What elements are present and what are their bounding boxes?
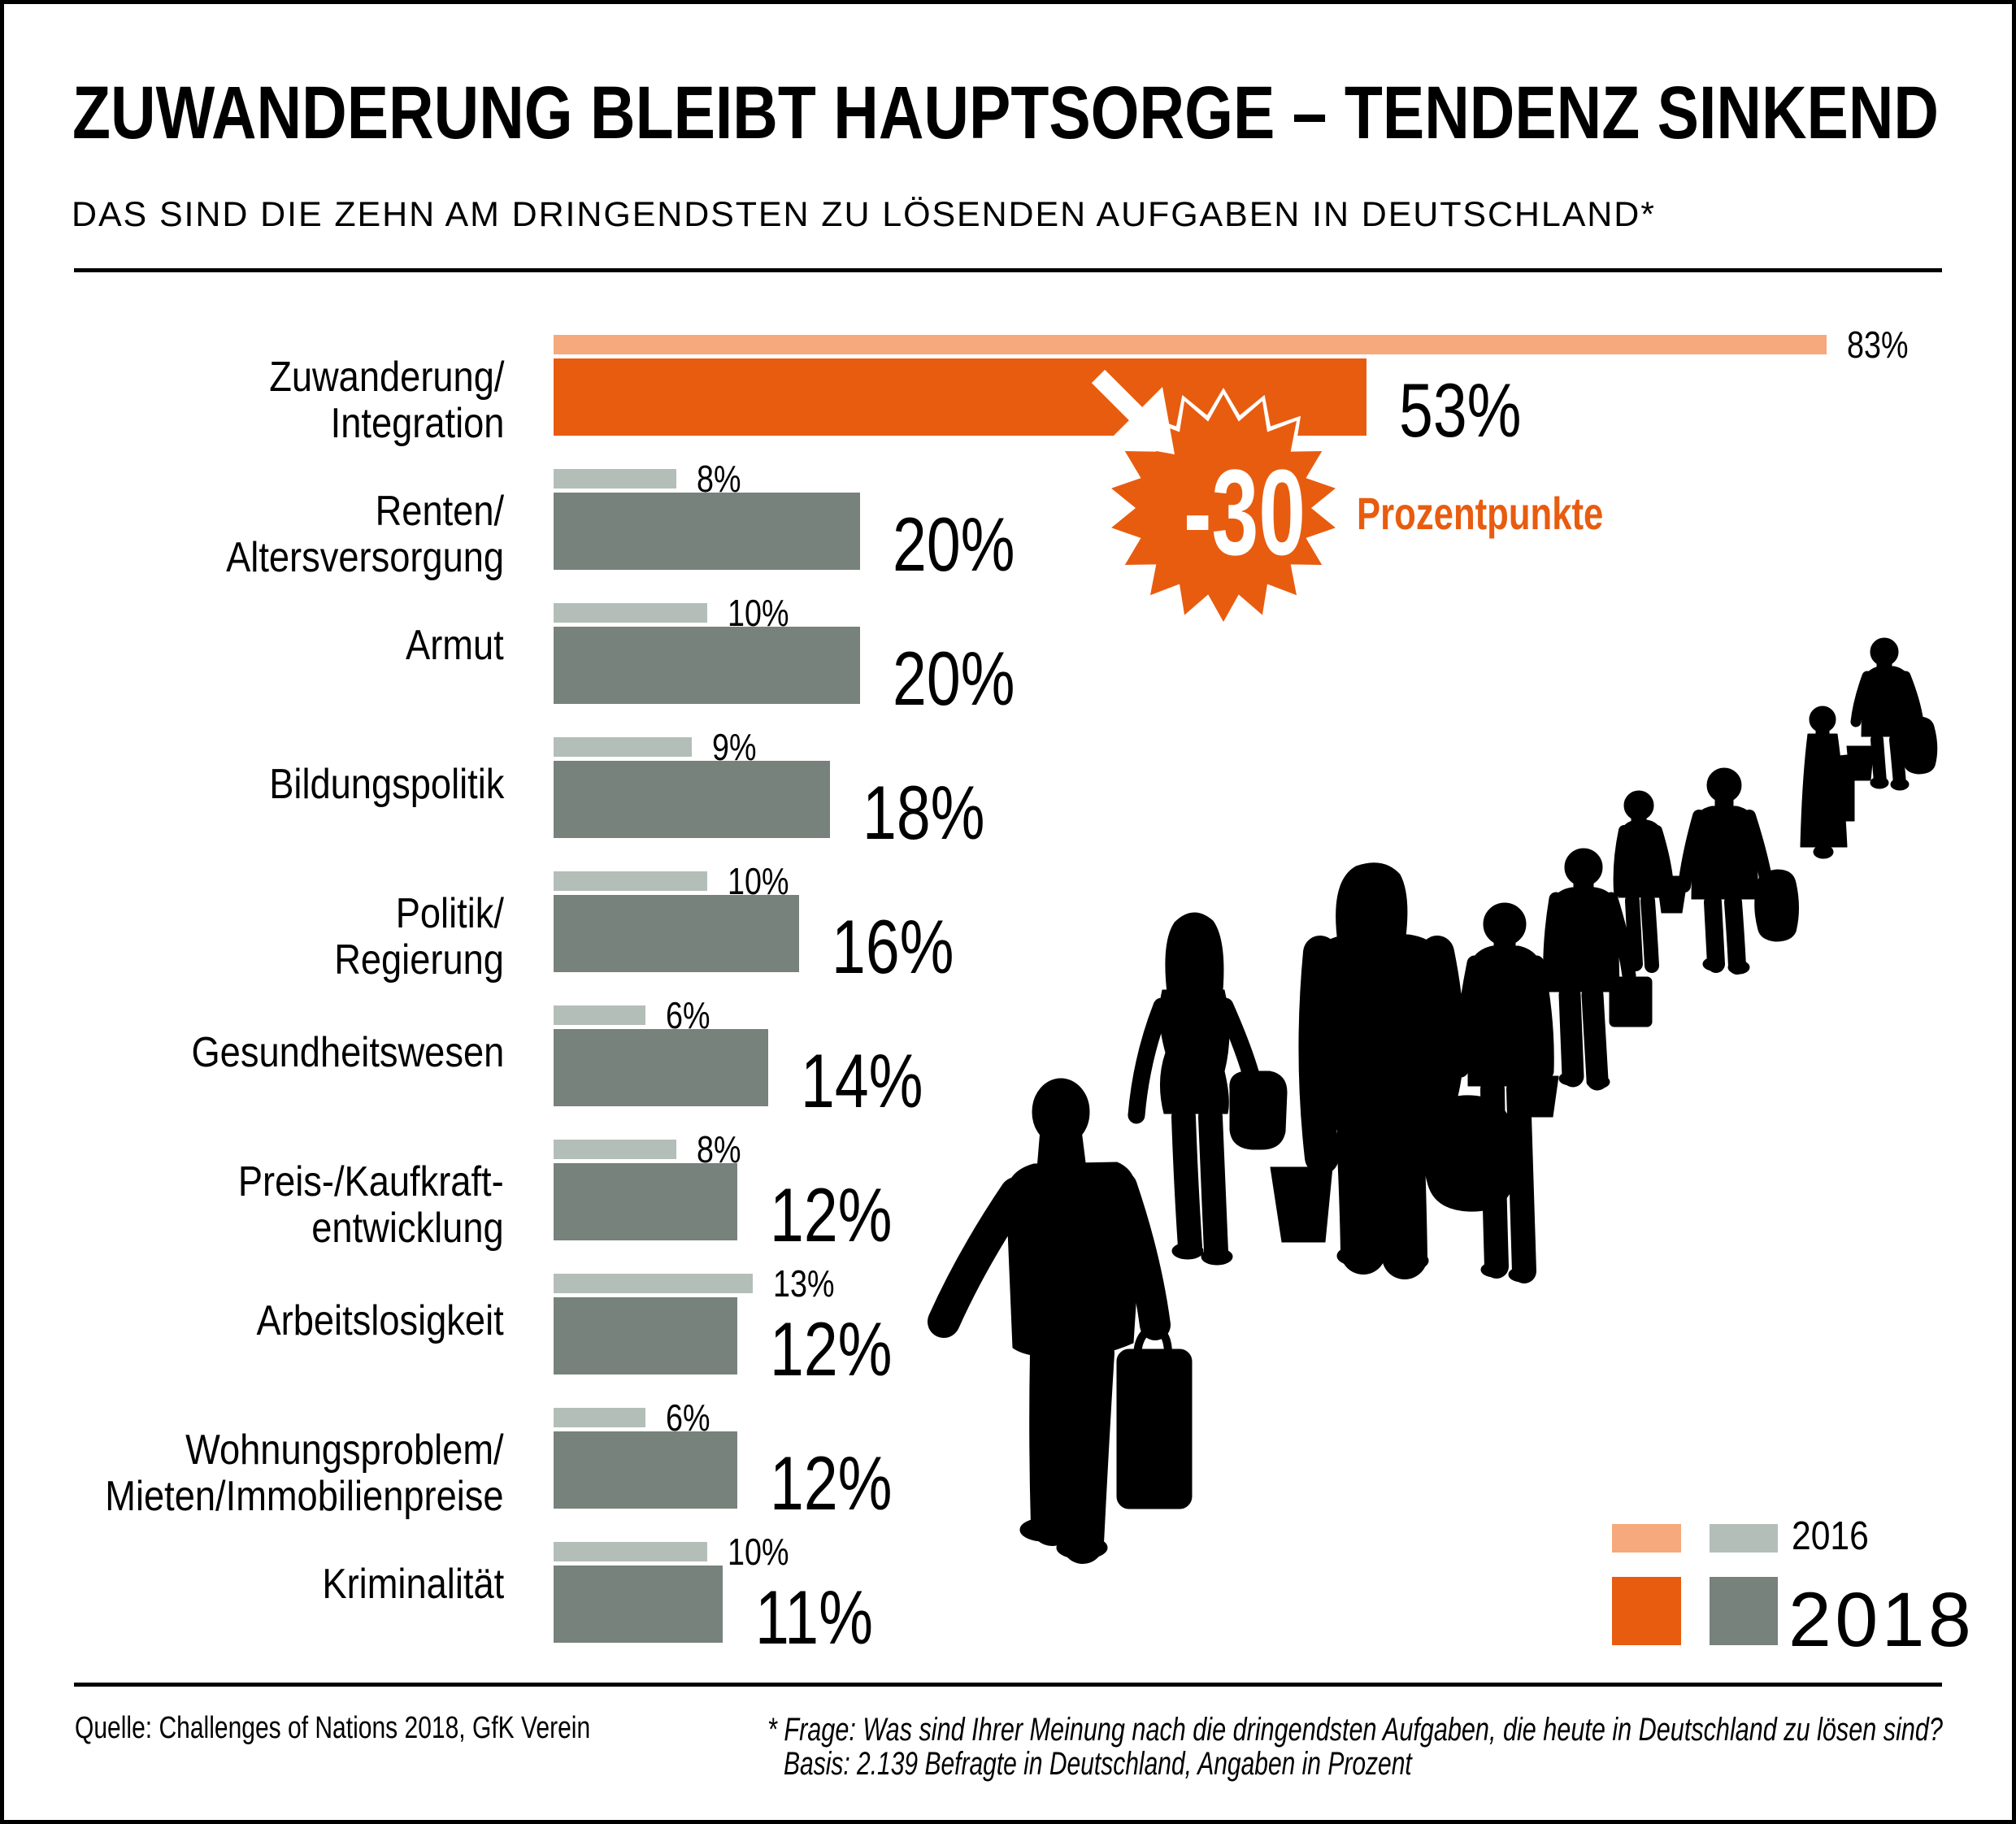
- svg-text:-30: -30: [1184, 444, 1306, 580]
